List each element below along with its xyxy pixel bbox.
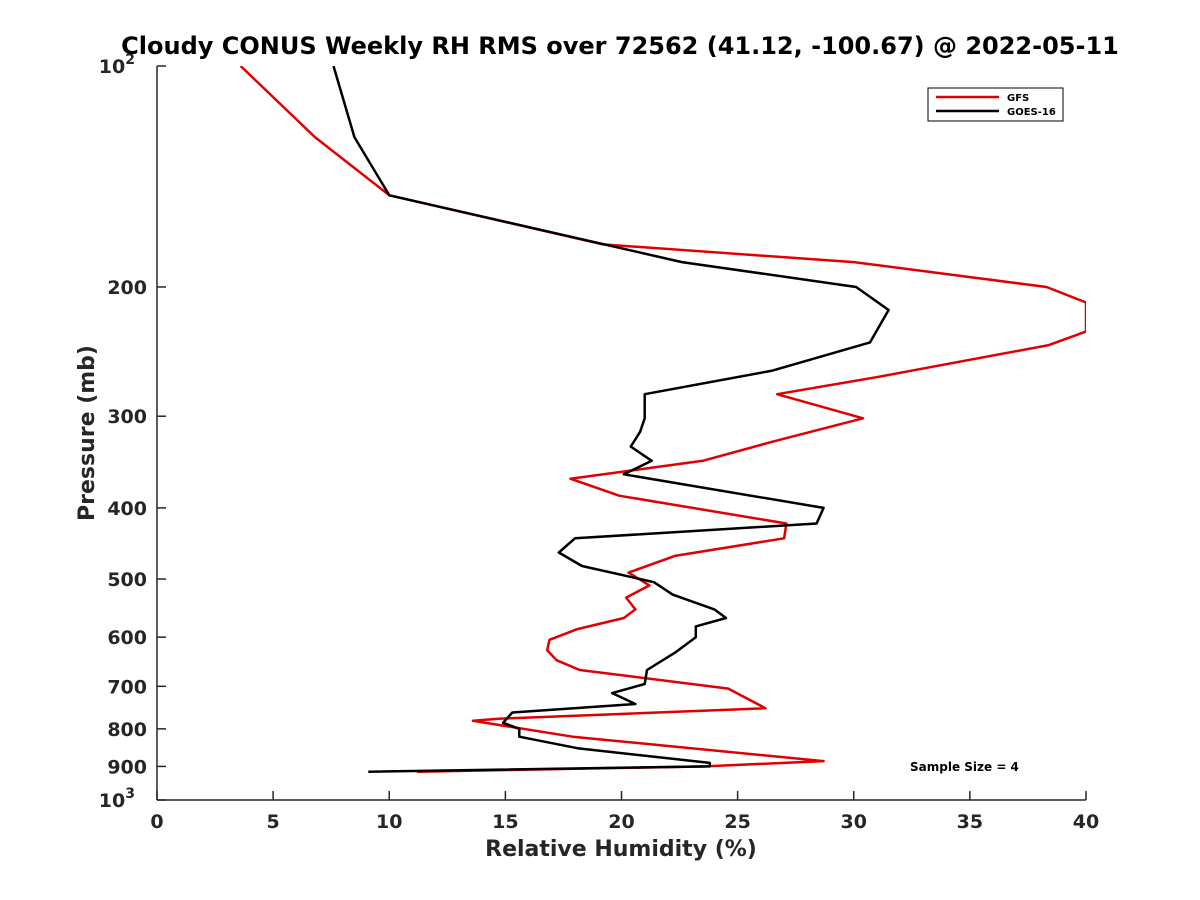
y-tick-label: 103 bbox=[99, 786, 135, 812]
y-tick-label: 600 bbox=[107, 627, 147, 649]
y-tick-label: 400 bbox=[107, 498, 147, 520]
x-tick-label: 20 bbox=[608, 811, 634, 833]
x-axis-label: Relative Humidity (%) bbox=[485, 837, 757, 862]
legend-box bbox=[927, 87, 1064, 122]
y-tick-label: 800 bbox=[107, 719, 147, 741]
x-tick-label: 0 bbox=[150, 811, 163, 833]
y-tick-label: 700 bbox=[107, 676, 147, 698]
y-tick-label: 900 bbox=[107, 756, 147, 778]
series-layer bbox=[239, 66, 1086, 773]
x-tick-label: 30 bbox=[841, 811, 867, 833]
y-tick-label: 200 bbox=[107, 277, 147, 299]
axes-layer: 0 5 10 15 20 25 30 35 40 102 200 300 400 500 600 700 800… bbox=[99, 52, 1099, 833]
x-tick-label: 10 bbox=[376, 811, 402, 833]
y-tick-label: 102 bbox=[99, 52, 135, 78]
series-line-goes16 bbox=[332, 66, 890, 773]
x-tick-label: 15 bbox=[492, 811, 518, 833]
plot-area: 0 5 10 15 20 25 30 35 40 102 200 300 400 500 600 700 800… bbox=[99, 52, 1099, 833]
y-tick-label: 500 bbox=[107, 569, 147, 591]
plot-background bbox=[157, 66, 1086, 800]
x-tick-label: 25 bbox=[724, 811, 750, 833]
x-tick-label: 40 bbox=[1073, 811, 1099, 833]
series-line-gfs bbox=[239, 66, 1086, 773]
x-tick-label: 5 bbox=[267, 811, 280, 833]
y-axis-label: Pressure (mb) bbox=[75, 345, 100, 521]
legend-label-goes16: GOES-16 bbox=[1007, 107, 1056, 118]
legend: GFS GOES-16 bbox=[927, 87, 1064, 122]
y-tick-label: 300 bbox=[107, 406, 147, 428]
chart-title: Cloudy CONUS Weekly RH RMS over 72562 (4… bbox=[121, 32, 1119, 60]
legend-label-gfs: GFS bbox=[1007, 93, 1029, 104]
sample-size-annotation: Sample Size = 4 bbox=[910, 760, 1019, 774]
x-tick-label: 35 bbox=[957, 811, 983, 833]
